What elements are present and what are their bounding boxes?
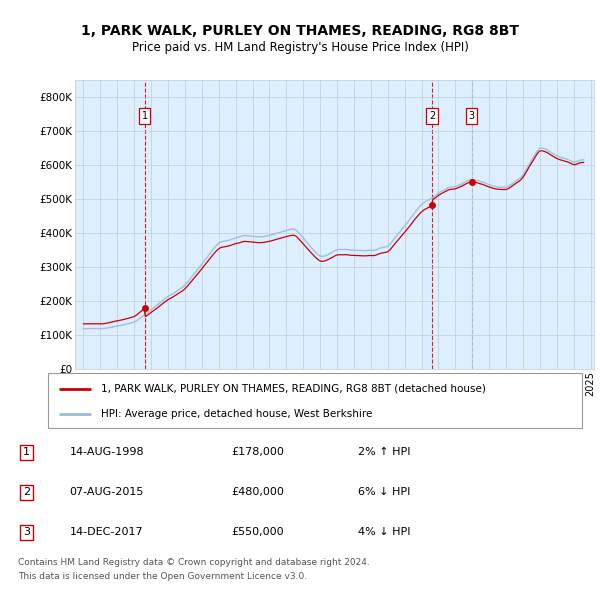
Text: £480,000: £480,000 [231, 487, 284, 497]
Text: 6% ↓ HPI: 6% ↓ HPI [358, 487, 410, 497]
Text: 3: 3 [469, 111, 475, 121]
Text: This data is licensed under the Open Government Licence v3.0.: This data is licensed under the Open Gov… [18, 572, 307, 581]
Text: 14-DEC-2017: 14-DEC-2017 [70, 527, 143, 537]
Text: Price paid vs. HM Land Registry's House Price Index (HPI): Price paid vs. HM Land Registry's House … [131, 41, 469, 54]
Text: 4% ↓ HPI: 4% ↓ HPI [358, 527, 410, 537]
Text: 1, PARK WALK, PURLEY ON THAMES, READING, RG8 8BT (detached house): 1, PARK WALK, PURLEY ON THAMES, READING,… [101, 384, 486, 394]
Text: 1, PARK WALK, PURLEY ON THAMES, READING, RG8 8BT: 1, PARK WALK, PURLEY ON THAMES, READING,… [81, 24, 519, 38]
Text: 3: 3 [23, 527, 30, 537]
FancyBboxPatch shape [48, 373, 582, 428]
Text: HPI: Average price, detached house, West Berkshire: HPI: Average price, detached house, West… [101, 409, 373, 419]
Text: Contains HM Land Registry data © Crown copyright and database right 2024.: Contains HM Land Registry data © Crown c… [18, 558, 370, 566]
Text: £178,000: £178,000 [231, 447, 284, 457]
Text: 2: 2 [23, 487, 30, 497]
Text: 1: 1 [142, 111, 148, 121]
Text: 14-AUG-1998: 14-AUG-1998 [70, 447, 144, 457]
Text: 1: 1 [23, 447, 30, 457]
Text: 07-AUG-2015: 07-AUG-2015 [70, 487, 144, 497]
Text: 2% ↑ HPI: 2% ↑ HPI [358, 447, 410, 457]
Text: 2: 2 [429, 111, 435, 121]
Text: £550,000: £550,000 [231, 527, 284, 537]
